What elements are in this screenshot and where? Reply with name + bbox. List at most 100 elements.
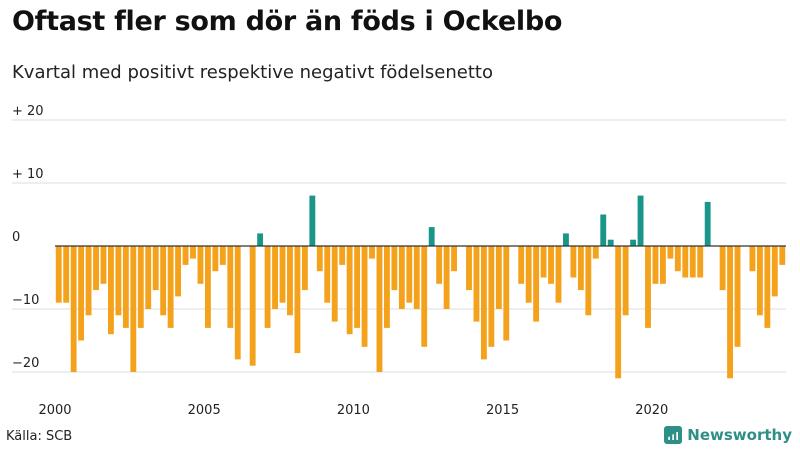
bar-negative [85,246,92,316]
bar-negative [384,246,390,328]
bar-negative [503,246,510,341]
bar-negative [577,246,584,291]
bar-negative [294,246,301,354]
bar-positive [637,195,644,246]
bar-negative [331,246,338,322]
bar-negative [727,246,733,379]
bar-negative [406,246,413,303]
bar-negative [749,246,756,272]
bar-negative [137,246,144,328]
bar-negative [652,246,659,284]
y-tick-label: −20 [12,356,39,371]
bar-negative [771,246,778,297]
bar-negative [212,246,219,272]
bar-negative [279,246,286,303]
bar-negative [585,246,592,316]
bar-negative [518,246,525,284]
bar-negative [659,246,666,284]
bar-negative [93,246,99,291]
bar-negative [466,246,472,291]
bar-negative [115,246,122,316]
y-tick-label: + 20 [12,104,44,119]
x-tick-label: 2015 [486,403,519,418]
bar-negative [451,246,457,272]
bar-negative [674,246,681,272]
bar-negative [488,246,495,347]
bar-negative [264,246,271,328]
bar-positive [428,227,435,246]
x-tick-label: 2010 [337,403,370,418]
bar-negative [548,246,554,284]
bar-positive [563,233,569,246]
bar-negative [175,246,182,297]
bar-negative [570,246,577,278]
x-tick-label: 2020 [635,403,668,418]
bar-negative [287,246,293,316]
bar-negative [719,246,726,291]
source-label: Källa: SCB [6,429,73,444]
bar-negative [78,246,85,341]
bar-positive [630,239,637,246]
bar-positive [257,233,264,246]
bar-negative [272,246,278,309]
x-tick-label: 2000 [38,403,71,418]
bar-negative [160,246,167,316]
bar-negative [689,246,696,278]
bar-positive [600,214,607,246]
bar-positive [704,201,711,246]
bar-negative [645,246,651,328]
bar-negative [316,246,323,272]
bar-negative [734,246,741,347]
bar-negative [301,246,308,291]
brand-name: Newsworthy [687,426,792,444]
bar-negative [167,246,174,328]
bar-negative [197,246,204,284]
axes: + 20 + 10 0 −10 −20 2000 2005 2010 2015 2020 [12,104,786,418]
bar-negative [346,246,353,335]
bar-negative [495,246,502,309]
bar-positive [309,195,316,246]
bar-negative [391,246,398,291]
bar-negative [398,246,405,309]
bar-negative [473,246,480,322]
bar-negative [70,246,77,372]
chart-title: Oftast fler som dör än föds i Ockelbo [12,6,563,37]
bar-negative [421,246,428,347]
bar-negative [324,246,331,303]
x-tick-label: 2005 [188,403,221,418]
bar-negative [100,246,107,284]
bar-negative [190,246,196,259]
bar-positive [607,239,614,246]
bar-negative [152,246,159,291]
bar-negative [145,246,152,309]
bar-negative [108,246,114,335]
bar-negative [615,246,622,379]
newsworthy-icon [664,426,683,444]
bar-negative [182,246,189,265]
bar-negative [204,246,211,328]
bar-negative [413,246,420,309]
y-tick-label: 0 [12,230,20,245]
bar-negative [779,246,786,265]
bar-negative [219,246,226,265]
bar-negative [756,246,763,316]
bar-negative [436,246,443,284]
bar-negative [369,246,375,259]
bars [55,195,786,379]
chart-subtitle: Kvartal med positivt respektive negativt… [12,62,493,83]
bar-negative [234,246,241,360]
bar-negative [339,246,346,265]
bar-negative [122,246,129,328]
bar-negative [227,246,234,328]
bar-negative [533,246,540,322]
bar-negative [130,246,137,372]
bar-negative [354,246,361,328]
bar-negative [667,246,674,259]
bar-negative [443,246,450,309]
bar-negative [592,246,599,259]
bar-negative [555,246,562,303]
bar-negative [361,246,368,347]
bar-negative [525,246,532,303]
y-tick-label: −10 [12,293,39,308]
